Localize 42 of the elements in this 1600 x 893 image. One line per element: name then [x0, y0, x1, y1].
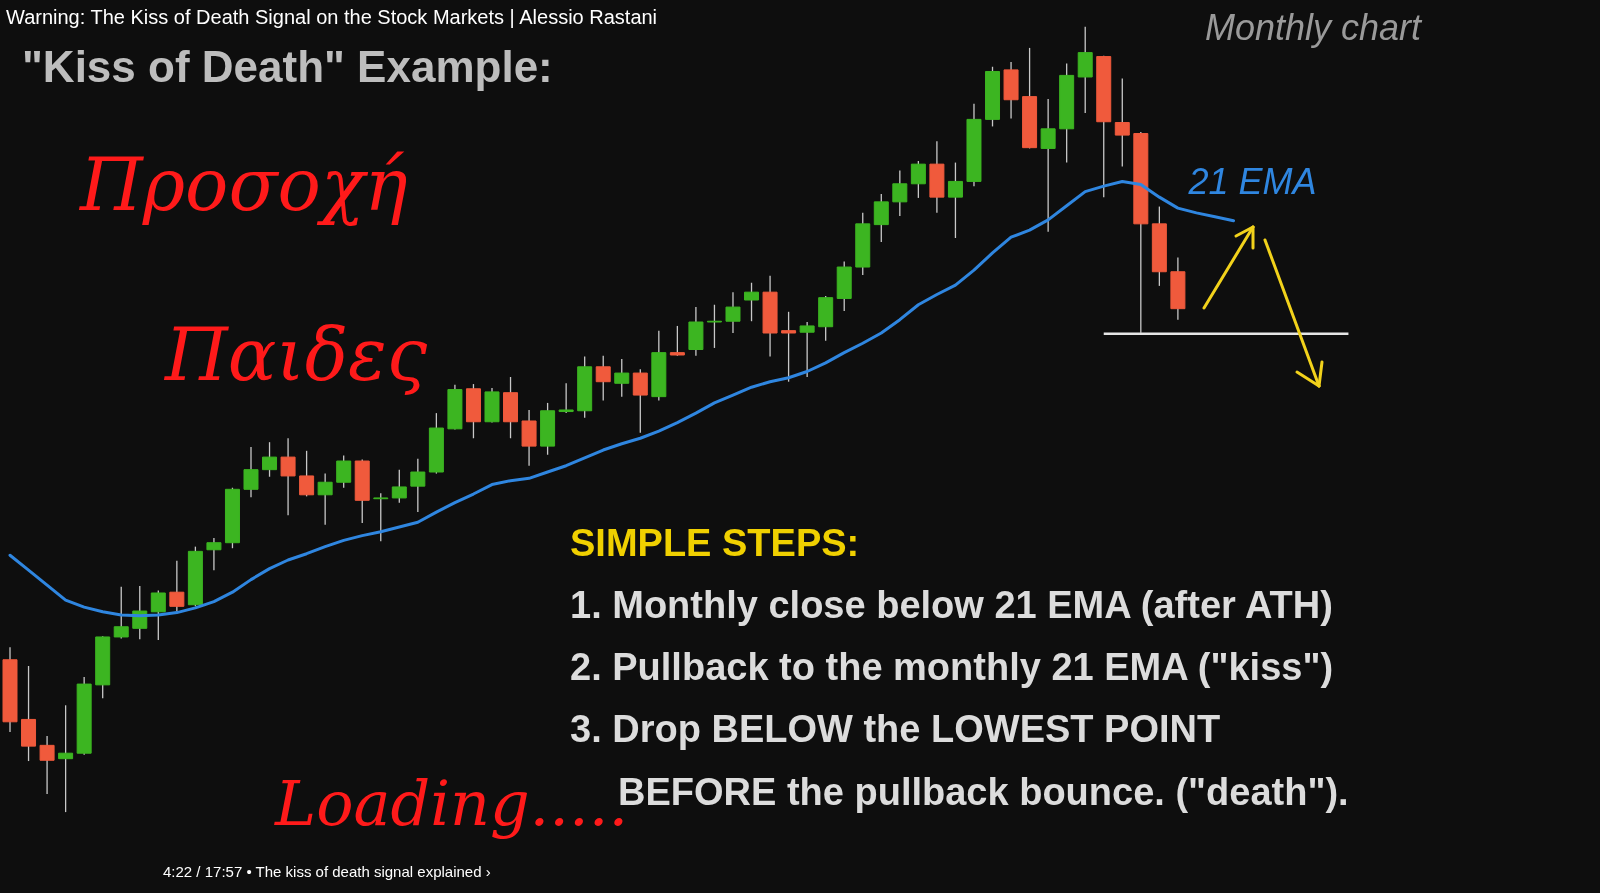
candlestick: [595, 355, 611, 402]
candlestick: [243, 446, 259, 498]
candlestick: [1114, 77, 1130, 168]
candlestick: [206, 537, 222, 571]
candlestick: [873, 193, 889, 243]
candlestick: [391, 469, 407, 504]
candlestick: [58, 704, 74, 813]
candlestick: [799, 321, 815, 378]
candlestick: [299, 450, 315, 498]
candlestick: [892, 169, 908, 217]
candlestick: [706, 304, 722, 349]
series-label: 21 EMA: [1187, 160, 1317, 202]
annotation: Προσοχή: [78, 143, 408, 227]
candlestick: [558, 382, 574, 414]
text: 4:22 / 17:57 • The kiss of death signal explained ›: [163, 863, 491, 880]
candlestick: [614, 358, 630, 398]
candlestick: [317, 472, 333, 526]
candlestick: [725, 291, 741, 334]
candlestick: [632, 368, 648, 434]
candlestick: [336, 454, 352, 489]
candlestick: [744, 282, 760, 322]
annotation: "Kiss of Death" Example:: [22, 42, 553, 91]
candlestick: [781, 311, 797, 383]
candlestick: [280, 437, 296, 516]
candlestick: [113, 586, 129, 640]
candlestick: [669, 325, 685, 357]
candlestick: [262, 441, 278, 478]
candlestick: [150, 589, 166, 641]
annotation: Monthly chart: [1205, 7, 1424, 48]
candlestick: [947, 161, 963, 239]
candlestick: [169, 560, 185, 612]
annotation: 1. Monthly close below 21 EMA (after ATH): [570, 584, 1333, 626]
annotation: Παιδες: [163, 313, 428, 397]
candlestick: [39, 735, 55, 795]
annotation: 3. Drop BELOW the LOWEST POINT: [570, 708, 1221, 750]
candlestick: [1040, 98, 1056, 233]
annotation: SIMPLE STEPS:: [570, 522, 860, 564]
chart-title: Warning: The Kiss of Death Signal on the Stock Markets | Alessio Rastani: [6, 6, 658, 28]
candlestick: [373, 492, 389, 542]
candlestick: [410, 458, 426, 513]
annotation: 2. Pullback to the monthly 21 EMA ("kiss"): [570, 646, 1334, 688]
candlestick: [910, 160, 926, 199]
